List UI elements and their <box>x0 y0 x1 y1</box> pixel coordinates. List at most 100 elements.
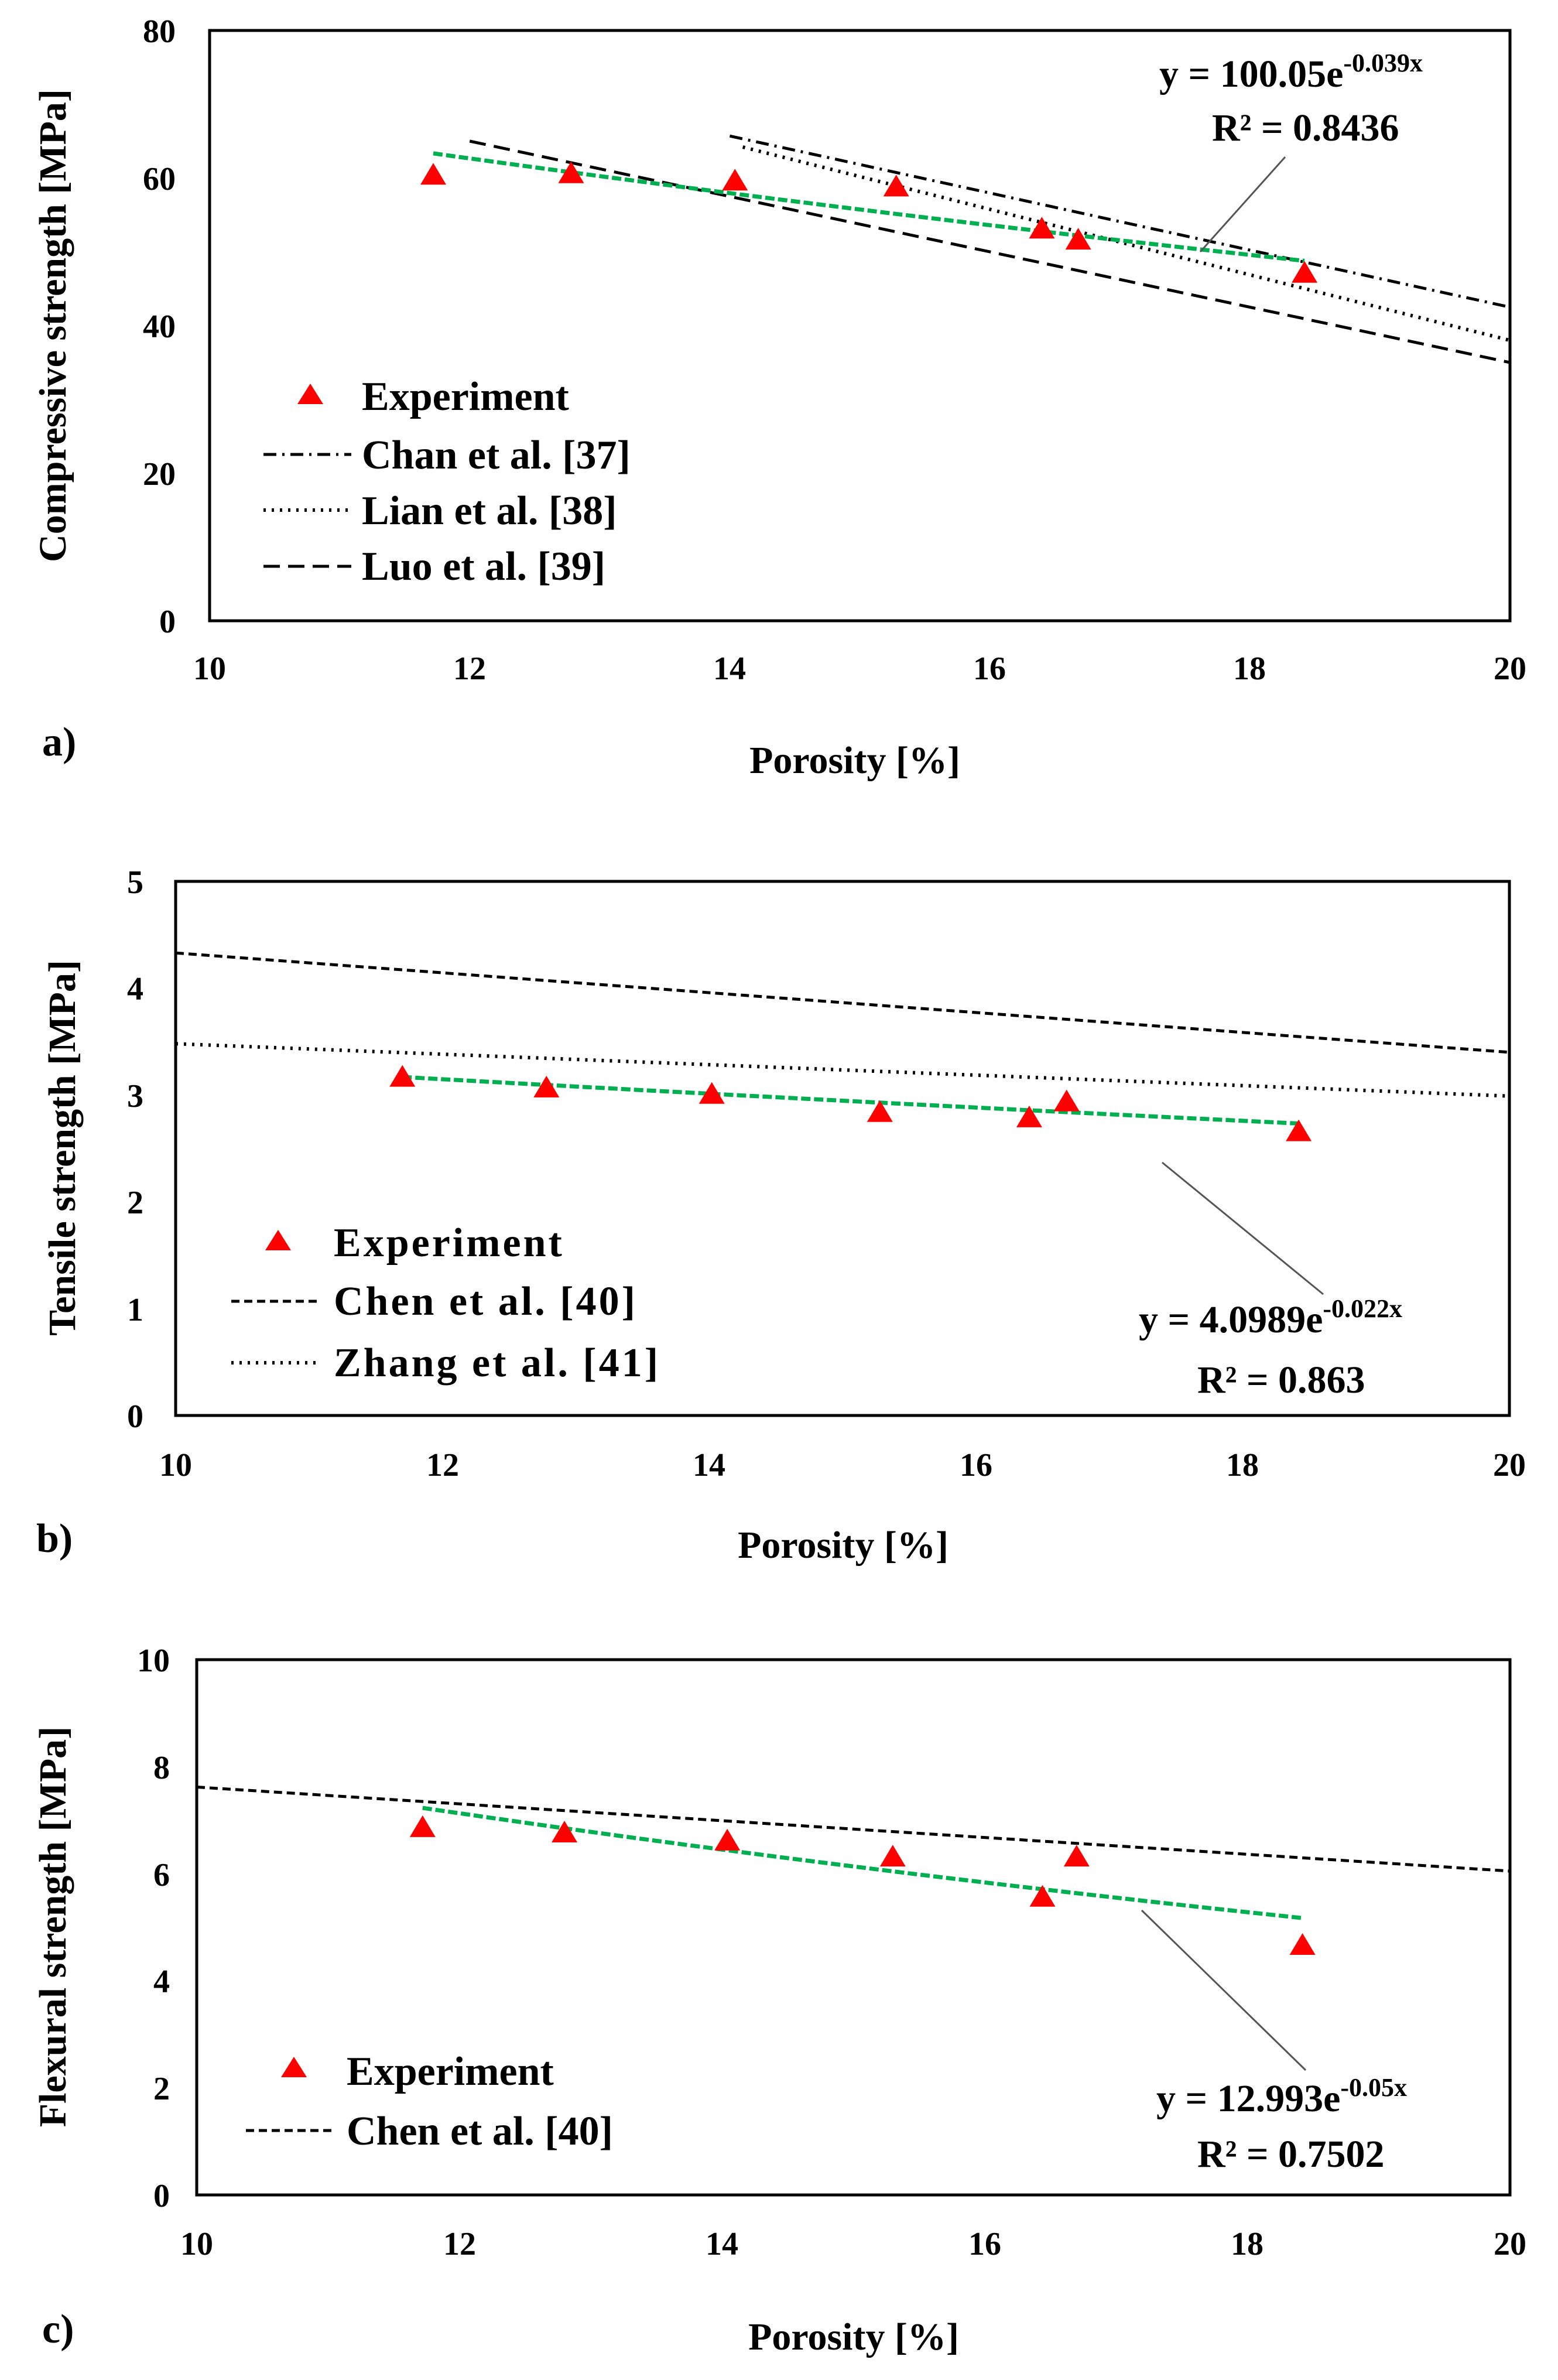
y-tick-label: 6 <box>153 1857 170 1893</box>
experiment-point <box>1286 1119 1312 1141</box>
y-axis-title: Tensile strength [MPa] <box>41 960 84 1336</box>
fit-equation-c: y = 12.993e-0.05x R² = 0.7502 <box>1141 1909 1407 2176</box>
panel-label: a) <box>42 720 76 765</box>
reference-line-lian <box>742 145 1511 343</box>
legend-label: Luo et al. [39] <box>362 544 605 589</box>
legend-label: Chen et al. [40] <box>347 2109 613 2154</box>
x-ticks-c: 10 12 14 16 18 20 <box>180 2226 1526 2262</box>
reference-line-chen <box>175 951 1510 1054</box>
x-tick-label: 12 <box>426 1447 459 1483</box>
y-tick-label: 2 <box>153 2071 170 2107</box>
x-tick-label: 18 <box>1233 651 1266 687</box>
legend-label: Lian et al. [38] <box>362 488 617 534</box>
experiment-point <box>1292 261 1318 283</box>
legend-label: Experiment <box>334 1220 564 1266</box>
experiment-point <box>389 1065 416 1087</box>
plot-frame-a <box>208 29 1512 623</box>
experiment-point <box>1029 217 1055 239</box>
x-ticks-b: 10 12 14 16 18 20 <box>159 1447 1526 1483</box>
panel-label: c) <box>42 2307 74 2352</box>
x-tick-label: 14 <box>713 651 746 687</box>
fit-eq-exponent: -0.05x <box>1340 2073 1407 2102</box>
x-tick-label: 10 <box>180 2226 213 2262</box>
x-ticks-a: 10 12 14 16 18 20 <box>193 651 1526 687</box>
x-axis-title: Porosity [%] <box>738 1524 949 1567</box>
fit-eq-prefix: y = 100.05e <box>1159 53 1343 95</box>
panel-c: 10 12 14 16 18 20 0 2 4 6 8 10 Porosity … <box>32 1643 1526 2358</box>
y-tick-label: 2 <box>127 1185 143 1221</box>
plot-frame-b <box>174 880 1511 1417</box>
y-tick-label: 10 <box>137 1643 170 1679</box>
x-tick-label: 16 <box>968 2226 1001 2262</box>
fit-eq-exponent: -0.022x <box>1323 1294 1402 1323</box>
x-tick-label: 16 <box>960 1447 992 1483</box>
x-tick-label: 12 <box>453 651 486 687</box>
experiment-point <box>867 1100 893 1122</box>
fit-eq-exponent: -0.039x <box>1343 49 1423 77</box>
legend-experiment-marker <box>265 1230 291 1250</box>
x-tick-label: 10 <box>193 651 226 687</box>
fit-equation-b: y = 4.0989e-0.022x R² = 0.863 <box>1139 1161 1402 1401</box>
y-tick-label: 20 <box>143 456 176 493</box>
legend-experiment-marker <box>297 384 323 404</box>
reference-line-chen <box>196 1786 1511 1873</box>
leader-line <box>1141 1909 1307 2071</box>
y-axis-title: Flexural strength [MPa] <box>32 1726 74 2127</box>
experiment-point <box>1016 1105 1042 1127</box>
leader-line <box>1162 1161 1324 1295</box>
reference-line-zhang <box>175 1042 1510 1098</box>
y-tick-label: 0 <box>159 604 176 640</box>
experiment-point <box>552 1821 578 1843</box>
panel-a: 10 12 14 16 18 20 0 20 40 60 80 Porosity… <box>32 13 1526 782</box>
experiment-point <box>1063 1845 1090 1867</box>
plot-area-a <box>420 134 1511 364</box>
y-tick-label: 60 <box>143 161 176 197</box>
legend-b: Experiment Chen et al. [40] Zhang et al.… <box>231 1220 660 1386</box>
fit-trendline <box>433 151 1305 263</box>
y-tick-label: 0 <box>153 2178 170 2214</box>
x-tick-label: 14 <box>693 1447 725 1483</box>
legend-experiment-marker <box>281 2057 307 2077</box>
experiment-point <box>1029 1885 1056 1907</box>
experiment-point <box>879 1845 906 1867</box>
plot-area-b <box>175 951 1510 1141</box>
fit-equation: y = 100.05e-0.039x <box>1159 49 1423 95</box>
x-tick-label: 20 <box>1494 2226 1526 2262</box>
experiment-point <box>1065 228 1091 250</box>
reference-line-chan <box>729 134 1511 309</box>
panel-b: 10 12 14 16 18 20 0 1 2 3 4 5 Porosity [… <box>36 864 1526 1567</box>
x-tick-label: 18 <box>1231 2226 1263 2262</box>
plot-area-c <box>196 1786 1511 1955</box>
y-ticks-b: 0 1 2 3 4 5 <box>127 864 143 1435</box>
y-ticks-a: 0 20 40 60 80 <box>143 13 176 640</box>
legend-label: Experiment <box>347 2049 554 2094</box>
y-tick-label: 0 <box>127 1398 143 1435</box>
fit-r2: R² = 0.8436 <box>1212 107 1399 149</box>
legend-label: Chen et al. [40] <box>334 1279 638 1324</box>
fit-equation: y = 4.0989e-0.022x <box>1139 1294 1402 1341</box>
experiment-point <box>883 175 909 197</box>
fit-r2: R² = 0.7502 <box>1197 2133 1385 2176</box>
y-tick-label: 40 <box>143 309 176 345</box>
x-tick-label: 14 <box>706 2226 738 2262</box>
y-axis-title: Compressive strength [MPa] <box>32 89 74 562</box>
reference-line-luo <box>469 139 1511 364</box>
y-tick-label: 5 <box>127 864 143 901</box>
fit-eq-prefix: y = 4.0989e <box>1139 1298 1323 1341</box>
experiment-point <box>722 169 748 191</box>
plot-frame-c <box>195 1658 1512 2197</box>
fit-trendline <box>422 1805 1303 1920</box>
y-tick-label: 1 <box>127 1292 143 1328</box>
legend-label: Chan et al. [37] <box>362 433 631 478</box>
fit-r2: R² = 0.863 <box>1197 1359 1365 1401</box>
experiment-point <box>714 1828 741 1851</box>
experiment-point <box>409 1815 436 1837</box>
fit-equation: y = 12.993e-0.05x <box>1156 2073 1407 2120</box>
leader-line <box>1199 156 1286 253</box>
x-tick-label: 18 <box>1226 1447 1259 1483</box>
experiment-point <box>1289 1933 1316 1955</box>
fit-equation-a: y = 100.05e-0.039x R² = 0.8436 <box>1159 49 1423 253</box>
x-axis-title: Porosity [%] <box>749 739 960 782</box>
legend-label: Zhang et al. [41] <box>334 1341 660 1386</box>
